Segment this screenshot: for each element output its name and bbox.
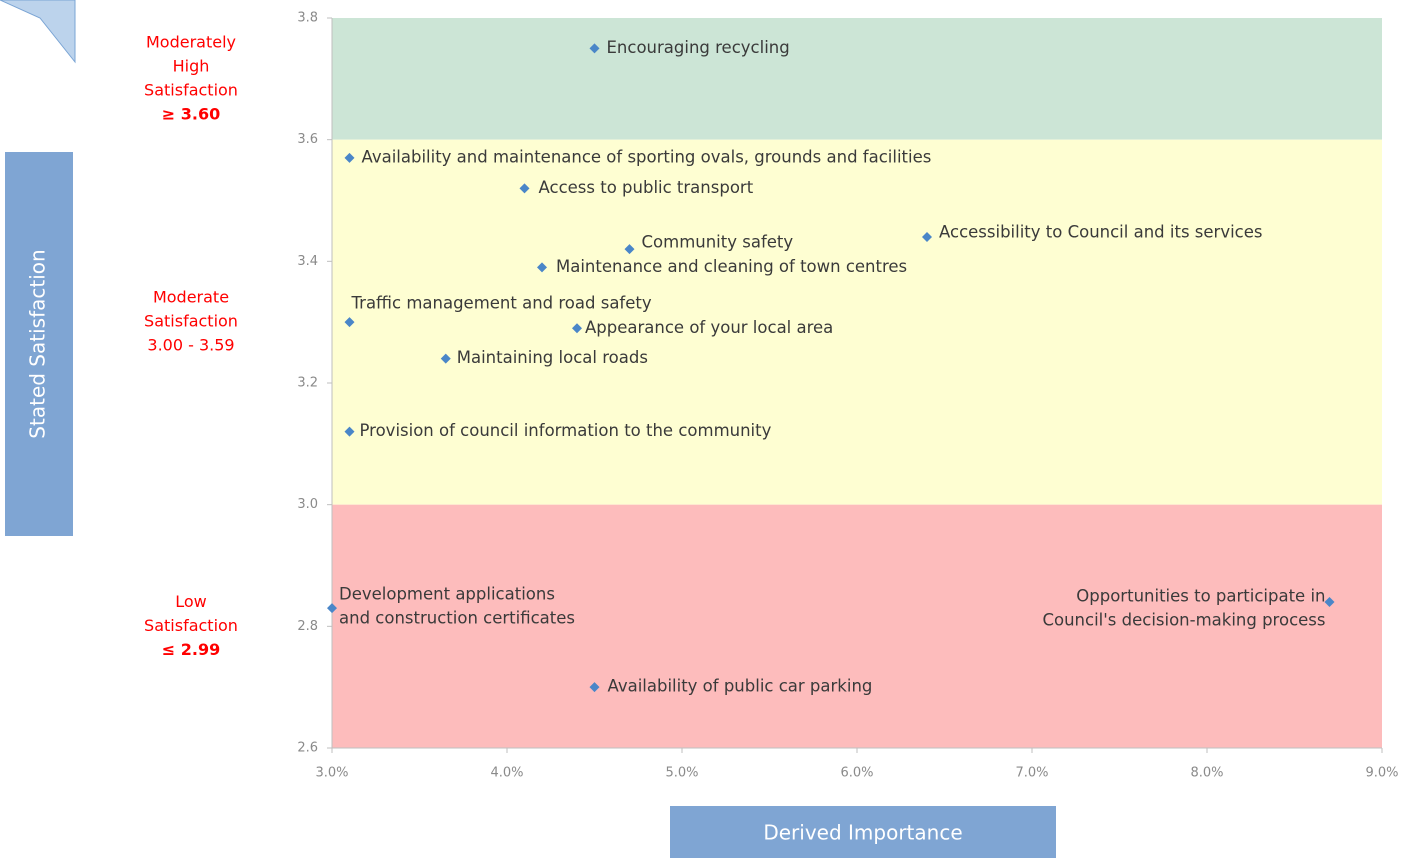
- x-tick-label: 3.0%: [315, 766, 348, 781]
- point-label: Maintaining local roads: [457, 348, 648, 367]
- chart: Stated Satisfaction Derived Importance M…: [0, 0, 1416, 858]
- y-tick-label: 3.6: [297, 132, 318, 147]
- y-tick-label: 2.8: [297, 619, 318, 634]
- point-label: Opportunities to participate in: [1076, 587, 1325, 606]
- band: [332, 140, 1382, 505]
- point-label: Council's decision-making process: [1042, 611, 1325, 630]
- band-threshold: ≥ 3.60: [162, 104, 220, 123]
- point-label: Accessibility to Council and its service…: [939, 223, 1262, 242]
- band-label: Satisfaction: [144, 80, 238, 99]
- decoration: [0, 0, 75, 62]
- y-axis-title: Stated Satisfaction: [26, 249, 50, 438]
- y-tick-label: 3.8: [297, 11, 318, 26]
- x-tick-label: 6.0%: [840, 766, 873, 781]
- band-label: Satisfaction: [144, 312, 238, 331]
- point-label: Maintenance and cleaning of town centres: [556, 257, 907, 276]
- band-label: Moderately: [146, 32, 236, 51]
- point-label: Development applications: [339, 585, 555, 604]
- band-label: High: [173, 56, 210, 75]
- point-label: Availability and maintenance of sporting…: [362, 147, 932, 166]
- point-label: Availability of public car parking: [608, 677, 873, 696]
- band-label: Low: [175, 592, 207, 611]
- point-label: Traffic management and road safety: [351, 294, 652, 313]
- y-tick-label: 3.2: [297, 376, 318, 391]
- point-label: Provision of council information to the …: [360, 421, 772, 440]
- point-label: Community safety: [642, 233, 794, 252]
- x-tick-label: 7.0%: [1015, 766, 1048, 781]
- x-tick-label: 9.0%: [1365, 766, 1398, 781]
- band: [332, 18, 1382, 140]
- x-tick-label: 5.0%: [665, 766, 698, 781]
- y-tick-label: 3.0: [297, 497, 318, 512]
- x-tick-label: 4.0%: [490, 766, 523, 781]
- y-tick-label: 3.4: [297, 254, 318, 269]
- band-threshold: ≤ 2.99: [162, 640, 220, 659]
- band-label: Satisfaction: [144, 616, 238, 635]
- page: Stated Satisfaction Derived Importance M…: [0, 0, 1416, 858]
- point-label: Encouraging recycling: [607, 38, 790, 57]
- point-label: and construction certificates: [339, 609, 575, 628]
- x-axis-title: Derived Importance: [763, 821, 962, 845]
- band-label: Moderate: [153, 288, 229, 307]
- point-label: Appearance of your local area: [585, 318, 833, 337]
- y-tick-label: 2.6: [297, 741, 318, 756]
- band-label: 3.00 - 3.59: [147, 336, 234, 355]
- point-label: Access to public transport: [539, 178, 754, 197]
- x-tick-label: 8.0%: [1190, 766, 1223, 781]
